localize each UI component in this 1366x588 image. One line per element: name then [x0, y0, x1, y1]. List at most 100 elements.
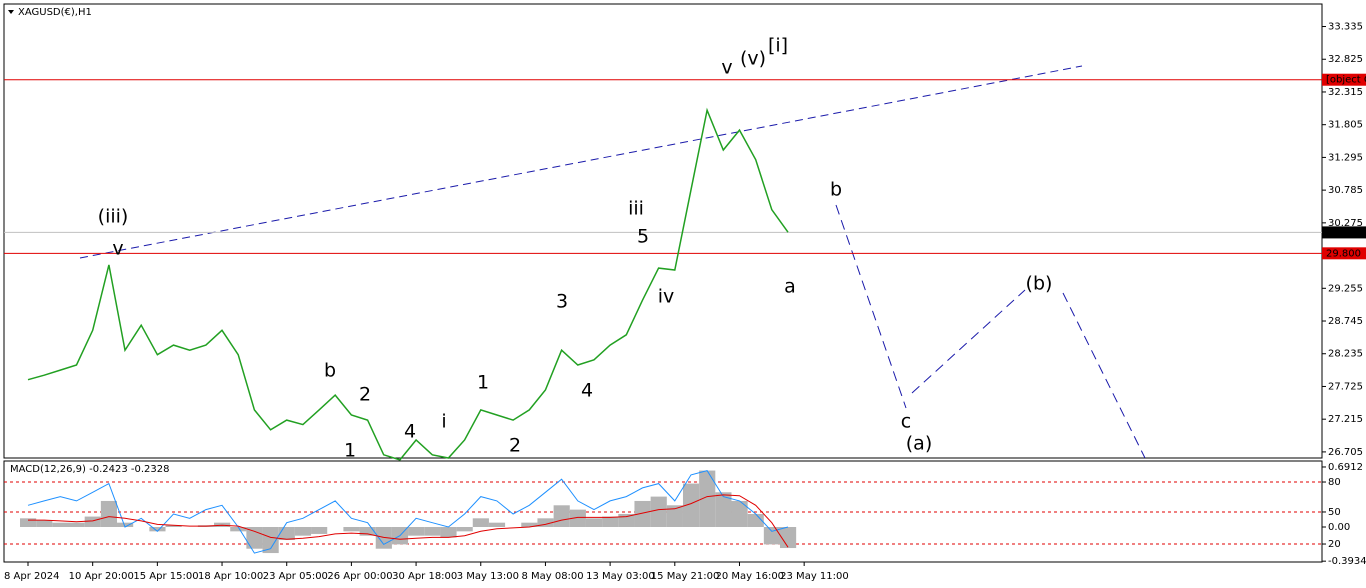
- histogram-bar: [424, 527, 441, 536]
- histogram-bar: [117, 522, 134, 528]
- wave-label: (b): [1026, 273, 1053, 295]
- x-tick-label: 26 Apr 00:00: [327, 571, 392, 582]
- price-label: [object Object]: [1326, 227, 1366, 238]
- wave-label: c: [901, 411, 911, 433]
- y-tick-label: 30.275: [1328, 218, 1363, 229]
- indicator-tick-label: 50: [1328, 507, 1341, 518]
- y-tick-label: 28.745: [1328, 316, 1363, 327]
- price-label-box: [1322, 73, 1366, 86]
- histogram-bar: [52, 522, 69, 528]
- histogram-bar: [682, 483, 700, 528]
- histogram-bar: [100, 500, 118, 528]
- histogram-bar: [246, 527, 263, 549]
- indicator-tick-label: 20: [1328, 539, 1341, 550]
- histogram-bar: [440, 527, 457, 538]
- wave-label: 5: [637, 226, 649, 248]
- wave-label: iv: [658, 286, 675, 308]
- price-label-box: [1322, 226, 1366, 239]
- x-tick-label: 15 May 21:00: [651, 571, 720, 582]
- histogram-bar: [456, 527, 473, 532]
- wave-label: 2: [359, 384, 371, 406]
- y-tick-label: 33.335: [1328, 22, 1363, 33]
- histogram-bar: [699, 470, 716, 528]
- wave-label: (a): [906, 433, 932, 455]
- y-tick-label: 27.215: [1328, 414, 1363, 425]
- histogram-bar: [472, 518, 489, 528]
- histogram-bar: [585, 518, 603, 528]
- y-tick-label: 29.255: [1328, 283, 1363, 294]
- wave-label: 4: [404, 421, 416, 443]
- y-tick-label: 31.805: [1328, 120, 1363, 131]
- x-tick-label: 23 May 11:00: [780, 571, 849, 582]
- histogram-bar: [779, 527, 797, 549]
- histogram-bar: [537, 518, 554, 528]
- chart-title: XAGUSD(€),H1: [18, 7, 92, 18]
- wave-label: [i]: [768, 35, 788, 57]
- x-tick-label: 15 Apr 15:00: [133, 571, 198, 582]
- signal-line: [28, 494, 789, 548]
- histogram-bar: [666, 505, 683, 528]
- indicator-tick-label: 0.6912: [1328, 462, 1363, 473]
- x-tick-label: 30 Apr 18:00: [392, 571, 457, 582]
- histogram-bar: [20, 518, 37, 528]
- x-tick-label: 3 May 13:00: [457, 571, 519, 582]
- indicator-tick-label: 0.00: [1328, 522, 1350, 533]
- y-tick-label: 30.785: [1328, 185, 1363, 196]
- indicator-tick-label: -0.3934: [1328, 556, 1366, 567]
- x-tick-label: 18 Apr 10:00: [198, 571, 263, 582]
- histogram-bar: [731, 500, 748, 528]
- histogram-bar: [650, 496, 667, 528]
- wave-label: (iii): [98, 206, 129, 228]
- histogram-bar: [521, 522, 538, 528]
- trend-line: [79, 65, 1083, 259]
- histogram-bar: [569, 509, 586, 528]
- histogram-bar: [747, 513, 764, 528]
- oscillator-line: [27, 470, 789, 554]
- histogram-bar: [230, 527, 247, 532]
- indicator-label: MACD(12,26,9) -0.2423 -0.2328: [10, 464, 170, 475]
- histogram-bar: [311, 527, 328, 534]
- histogram-bar: [763, 527, 780, 545]
- price-label: 29.800: [1326, 248, 1361, 259]
- wave-label: 2: [509, 435, 521, 457]
- histogram-bar: [715, 492, 732, 528]
- histogram-bar: [278, 527, 295, 541]
- y-tick-label: 31.295: [1328, 152, 1363, 163]
- histogram-bar: [165, 525, 182, 528]
- histogram-bar: [294, 527, 312, 536]
- wave-label: 4: [581, 380, 593, 402]
- x-tick-label: 13 May 03:00: [586, 571, 655, 582]
- x-tick-label: 8 Apr 2024: [4, 571, 59, 582]
- histogram-bar: [343, 527, 360, 532]
- wave-label: 3: [556, 291, 568, 313]
- histogram-bar: [68, 522, 85, 528]
- y-tick-label: 32.825: [1328, 54, 1363, 65]
- x-tick-label: 8 May 08:00: [521, 571, 583, 582]
- histogram-bar: [553, 505, 570, 528]
- histogram-bar: [262, 527, 279, 554]
- histogram-bar: [408, 527, 425, 536]
- wave-label: iii: [628, 198, 644, 220]
- price-line-series: [27, 107, 789, 461]
- histogram-bar: [84, 516, 101, 528]
- menu-arrow: [8, 10, 14, 14]
- histogram-bar: [36, 520, 53, 528]
- wave-label: 1: [477, 372, 489, 394]
- y-tick-label: 27.725: [1328, 381, 1363, 392]
- price-label: [object Object]: [1326, 75, 1366, 86]
- wave-label: (v): [740, 48, 766, 70]
- y-tick-label: 26.705: [1328, 447, 1363, 458]
- y-tick-label: 28.235: [1328, 349, 1363, 360]
- indicator-tick-label: 80: [1328, 477, 1341, 488]
- x-tick-label: 10 Apr 20:00: [69, 571, 134, 582]
- x-tick-label: 20 May 16:00: [715, 571, 784, 582]
- wave-label: b: [324, 360, 336, 382]
- histogram-bar: [359, 527, 376, 536]
- histogram-bar: [618, 513, 635, 528]
- main-pane: [3, 3, 1323, 459]
- histogram-bar: [602, 516, 619, 528]
- wave-label: a: [784, 276, 796, 298]
- wave-label: i: [441, 411, 446, 433]
- projection: [835, 204, 1146, 459]
